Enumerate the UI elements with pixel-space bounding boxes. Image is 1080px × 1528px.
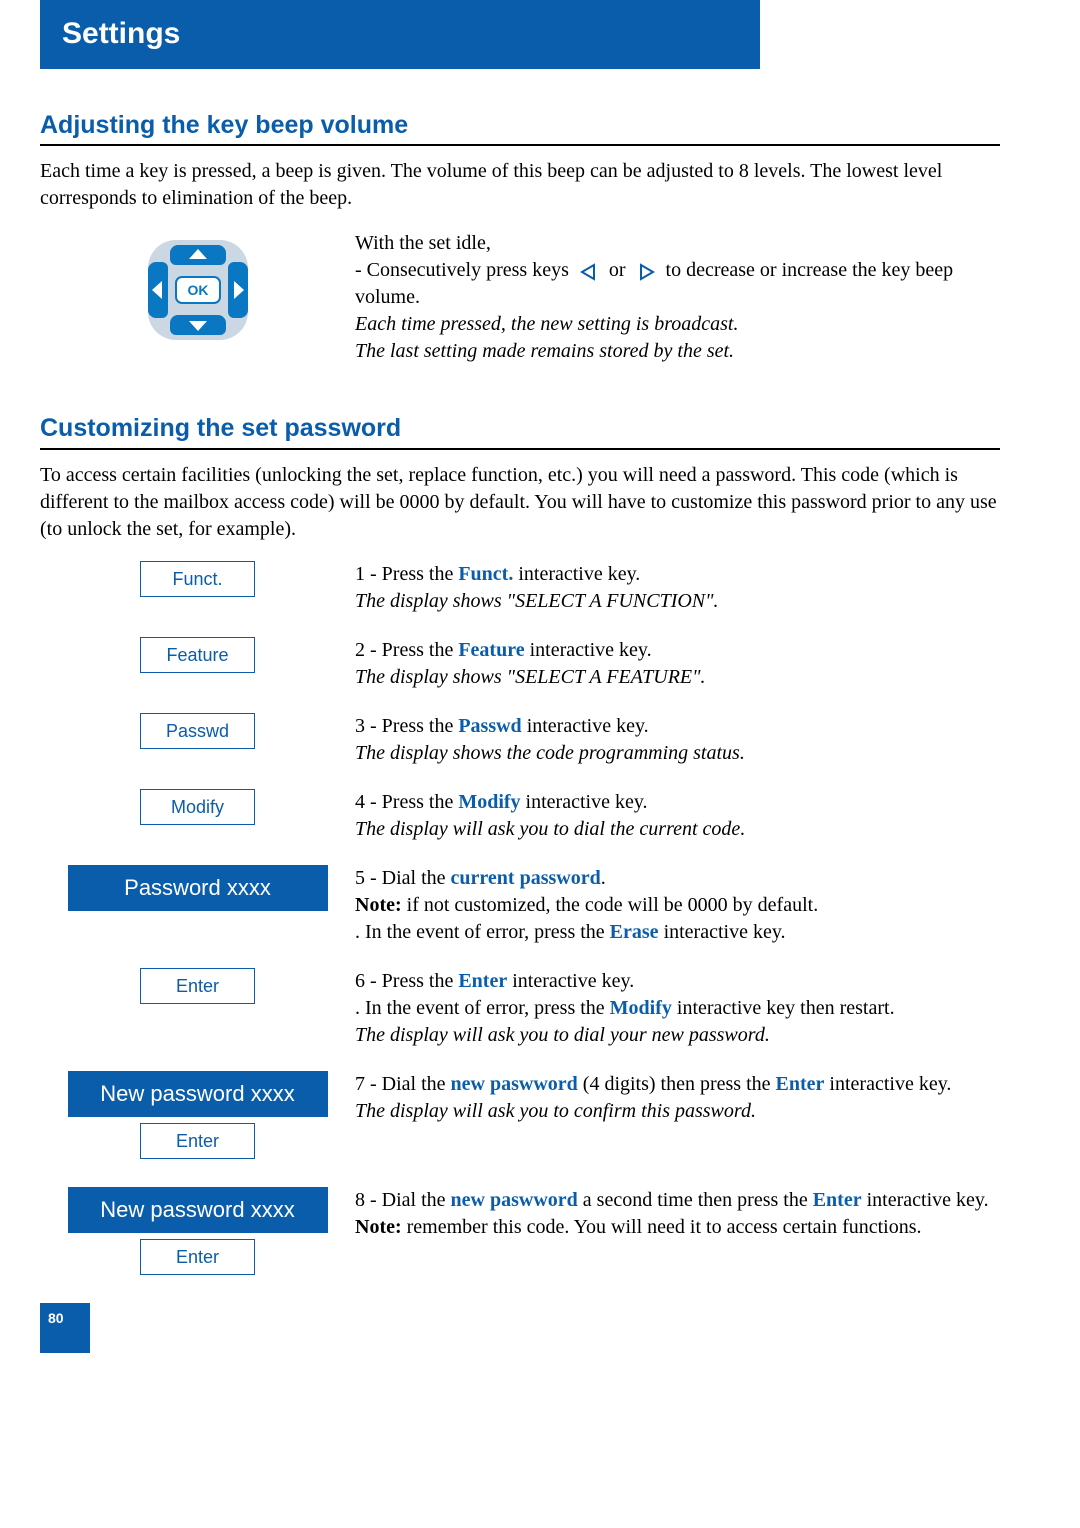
step-note: Note: if not customized, the code will b… — [355, 892, 995, 919]
line1: With the set idle, — [355, 230, 995, 257]
step-extra: . In the event of error, press the Modif… — [355, 995, 995, 1022]
step-row: Passwd 3 - Press the Passwd interactive k… — [40, 713, 1040, 767]
step-key-col: Password xxxx — [40, 865, 355, 917]
step-main-line: 3 - Press the Passwd interactive key. — [355, 713, 995, 740]
step-key-col: New password xxxx Enter — [40, 1071, 355, 1165]
interactive-key: Modify — [140, 789, 255, 825]
step-main-line: 5 - Dial the current password. — [355, 865, 995, 892]
step-key-col: New password xxxx Enter — [40, 1187, 355, 1281]
step-text-col: 7 - Dial the new paswword (4 digits) the… — [355, 1071, 995, 1125]
interactive-key: New password xxxx — [68, 1187, 328, 1233]
step-main-line: 8 - Dial the new paswword a second time … — [355, 1187, 995, 1214]
intro-key-beep: Each time a key is pressed, a beep is gi… — [40, 158, 1000, 212]
line2a: - Consecutively press keys — [355, 259, 574, 281]
step-italic: The display will ask you to confirm this… — [355, 1098, 995, 1125]
step-key-col: Modify — [40, 789, 355, 831]
step-italic: The display will ask you to dial your ne… — [355, 1022, 995, 1049]
rule — [40, 144, 1000, 146]
interactive-key: Enter — [140, 1123, 255, 1159]
page-root: Settings Adjusting the key beep volume E… — [0, 0, 1080, 1393]
step-italic: The display shows "SELECT A FEATURE". — [355, 664, 995, 691]
step-main-line: 4 - Press the Modify interactive key. — [355, 789, 995, 816]
page-number: 80 — [40, 1303, 90, 1353]
left-arrow-icon — [578, 263, 600, 281]
key-beep-instructions: With the set idle, - Consecutively press… — [355, 230, 995, 365]
step-text-col: 3 - Press the Passwd interactive key.The… — [355, 713, 995, 767]
italic1: Each time pressed, the new setting is br… — [355, 311, 995, 338]
step-text-col: 8 - Dial the new paswword a second time … — [355, 1187, 995, 1241]
line2b: or — [609, 259, 631, 281]
navpad-icon: OK — [133, 230, 263, 350]
step-key-col: Feature — [40, 637, 355, 679]
interactive-key: Feature — [140, 637, 255, 673]
step-note: Note: remember this code. You will need … — [355, 1214, 995, 1241]
tab-settings: Settings — [40, 0, 760, 69]
step-main-line: 7 - Dial the new paswword (4 digits) the… — [355, 1071, 995, 1098]
step-italic: The display shows the code programming s… — [355, 740, 995, 767]
interactive-key: Enter — [140, 1239, 255, 1275]
intro-password: To access certain facilities (unlocking … — [40, 462, 1000, 543]
step-row: Modify 4 - Press the Modify interactive k… — [40, 789, 1040, 843]
interactive-key: New password xxxx — [68, 1071, 328, 1117]
step-key-col: Passwd — [40, 713, 355, 755]
step-row: Enter 6 - Press the Enter interactive key… — [40, 968, 1040, 1049]
heading-password: Customizing the set password — [40, 412, 1040, 446]
step-row: Feature 2 - Press the Feature interactive… — [40, 637, 1040, 691]
step-text-col: 6 - Press the Enter interactive key.. In… — [355, 968, 995, 1049]
step-italic: The display shows "SELECT A FUNCTION". — [355, 588, 995, 615]
step-row: New password xxxx Enter 8 - Dial the new p… — [40, 1187, 1040, 1281]
rule — [40, 448, 1000, 450]
svg-text:OK: OK — [187, 282, 208, 298]
heading-key-beep: Adjusting the key beep volume — [40, 109, 1040, 143]
step-row: Password xxxx 5 - Dial the current passwo… — [40, 865, 1040, 946]
row-key-beep: OK With the set idle, - Consecutively pr… — [40, 230, 1040, 365]
right-arrow-icon — [635, 263, 657, 281]
step-text-col: 1 - Press the Funct. interactive key.The… — [355, 561, 995, 615]
step-extra: . In the event of error, press the Erase… — [355, 919, 995, 946]
step-main-line: 6 - Press the Enter interactive key. — [355, 968, 995, 995]
step-main-line: 1 - Press the Funct. interactive key. — [355, 561, 995, 588]
step-text-col: 5 - Dial the current password.Note: if n… — [355, 865, 995, 946]
step-main-line: 2 - Press the Feature interactive key. — [355, 637, 995, 664]
interactive-key: Password xxxx — [68, 865, 328, 911]
italic2: The last setting made remains stored by … — [355, 338, 995, 365]
step-italic: The display will ask you to dial the cur… — [355, 816, 995, 843]
step-text-col: 2 - Press the Feature interactive key.Th… — [355, 637, 995, 691]
step-key-col: Enter — [40, 968, 355, 1010]
interactive-key: Funct. — [140, 561, 255, 597]
line2: - Consecutively press keys or to decreas… — [355, 257, 995, 311]
navpad-container: OK — [40, 230, 355, 350]
step-key-col: Funct. — [40, 561, 355, 603]
step-text-col: 4 - Press the Modify interactive key.The… — [355, 789, 995, 843]
interactive-key: Enter — [140, 968, 255, 1004]
steps-container: Funct. 1 - Press the Funct. interactive k… — [40, 561, 1040, 1281]
interactive-key: Passwd — [140, 713, 255, 749]
step-row: Funct. 1 - Press the Funct. interactive k… — [40, 561, 1040, 615]
step-row: New password xxxx Enter 7 - Dial the new p… — [40, 1071, 1040, 1165]
